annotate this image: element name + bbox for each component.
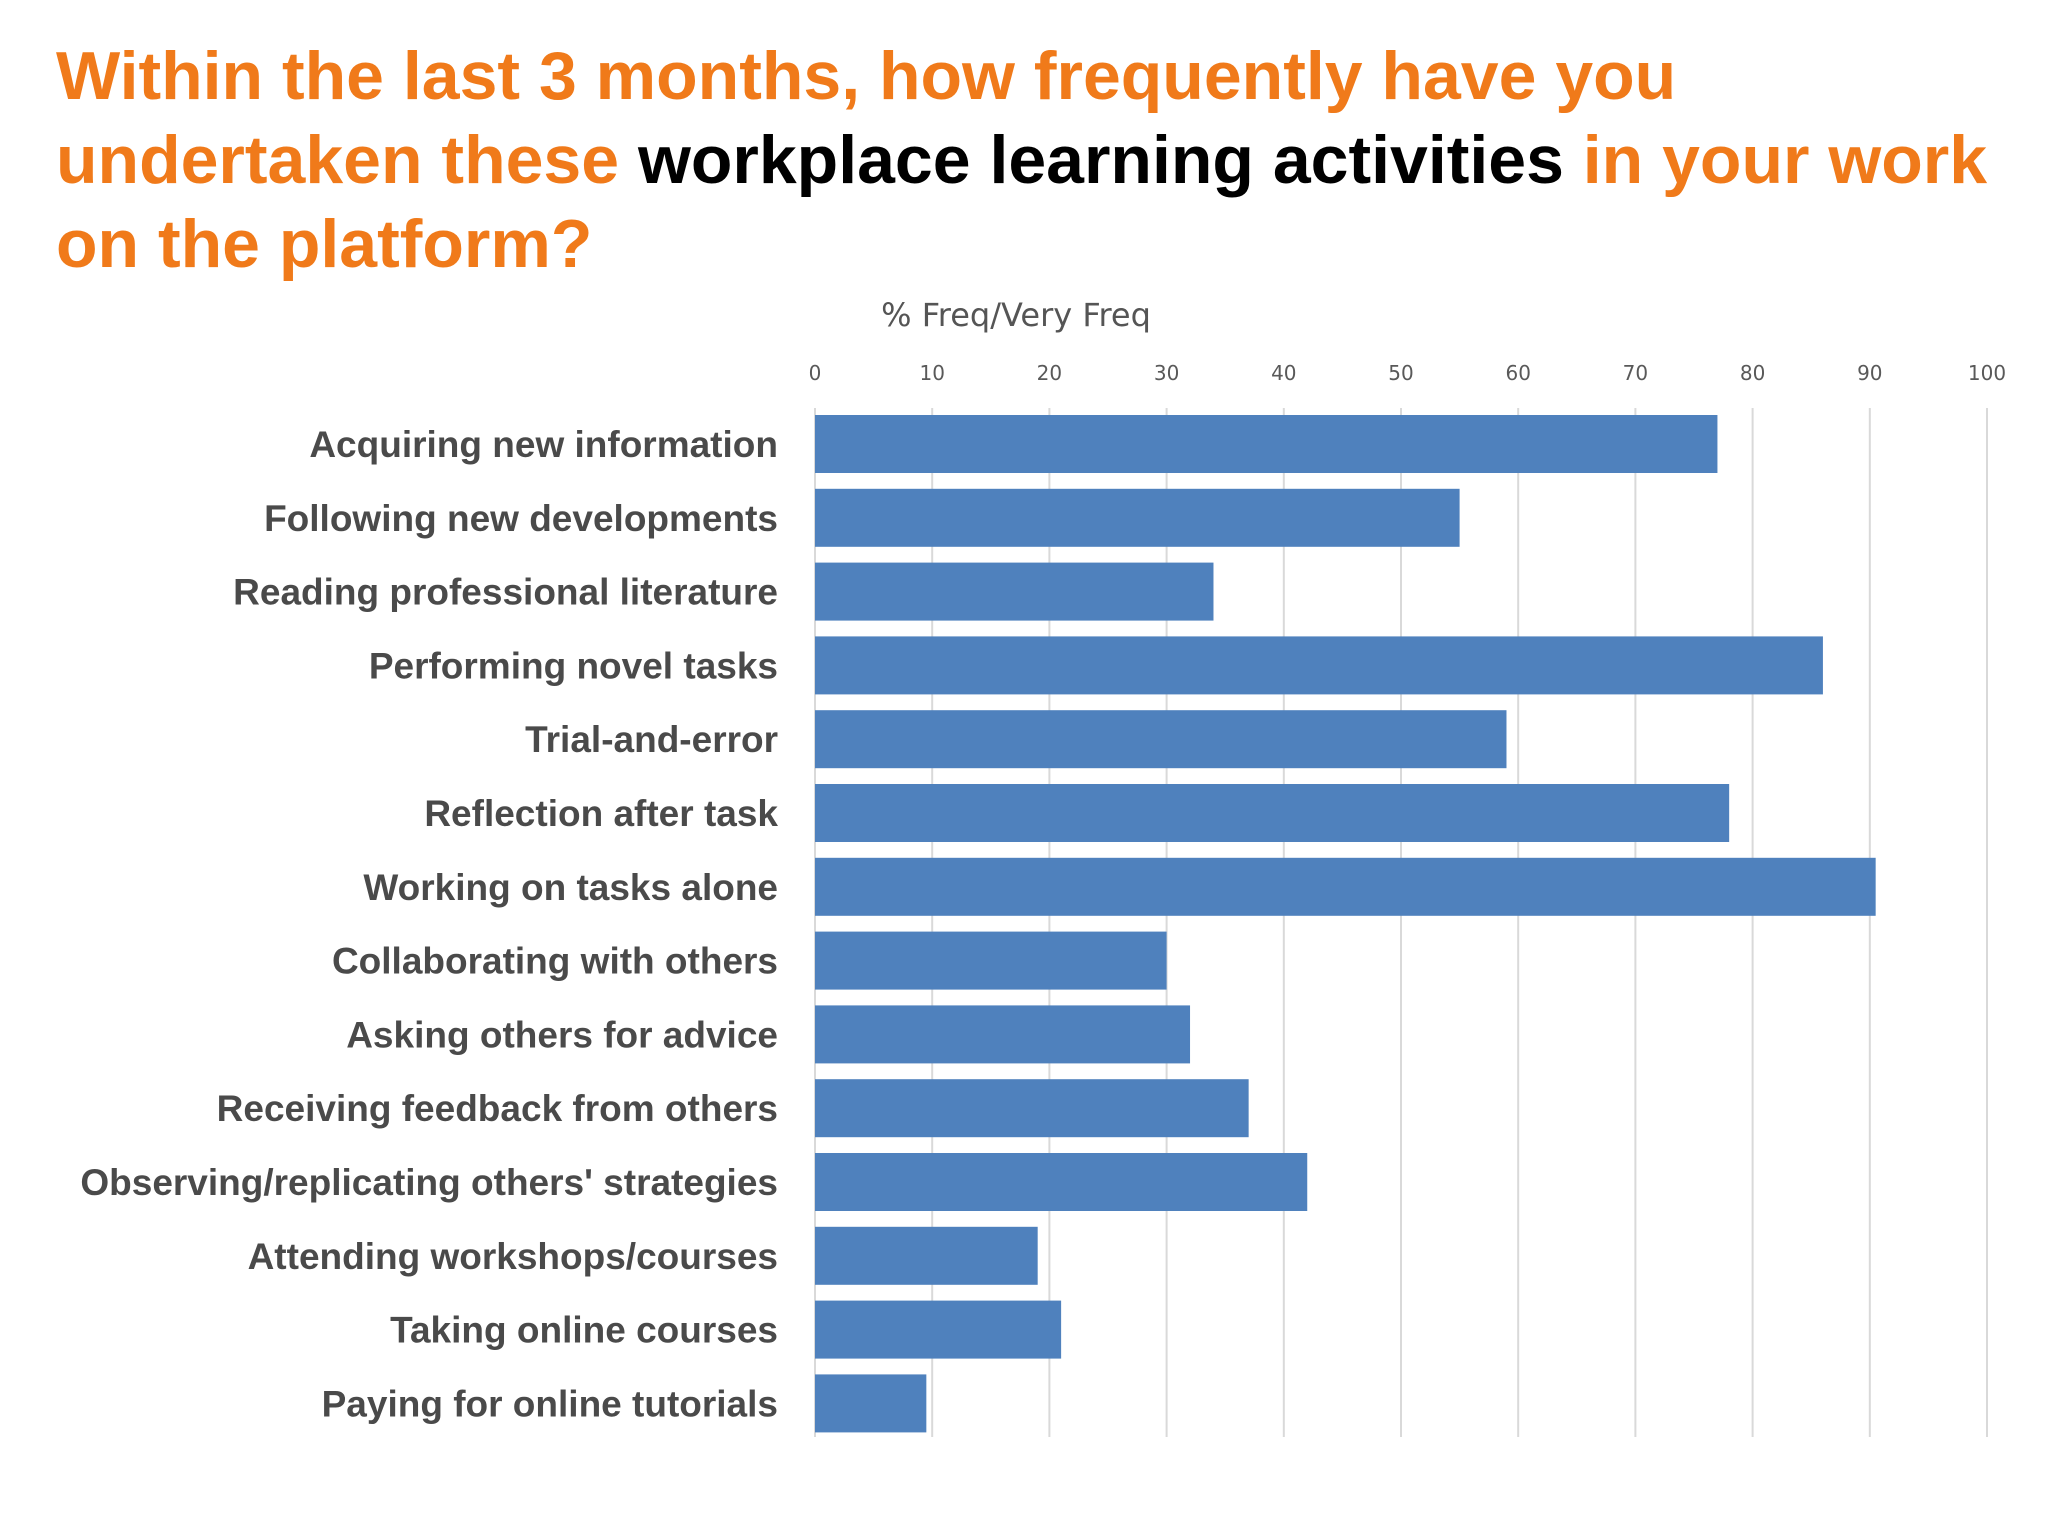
category-label: Reading professional literature xyxy=(233,572,778,613)
bar xyxy=(815,710,1507,769)
tick-label: 20 xyxy=(1037,361,1062,385)
bar xyxy=(815,1153,1308,1211)
tick-label: 10 xyxy=(919,361,944,385)
category-label: Reflection after task xyxy=(424,793,778,834)
category-label: Collaborating with others xyxy=(332,941,778,982)
tick-label: 100 xyxy=(1968,361,2006,385)
category-label: Performing novel tasks xyxy=(369,645,778,686)
category-label: Acquiring new information xyxy=(309,424,778,465)
category-label: Working on tasks alone xyxy=(363,867,778,908)
tick-label: 40 xyxy=(1271,361,1296,385)
bar xyxy=(815,1300,1062,1359)
tick-label: 50 xyxy=(1388,361,1413,385)
bar xyxy=(815,636,1823,695)
tick-label: 90 xyxy=(1857,361,1882,385)
bar xyxy=(815,1374,927,1433)
page-title: Within the last 3 months, how frequently… xyxy=(56,34,2016,286)
bar xyxy=(815,931,1167,990)
category-labels: Acquiring new information Following new d… xyxy=(80,424,778,1424)
category-label: Asking others for advice xyxy=(346,1014,778,1055)
bar xyxy=(815,415,1718,473)
category-label: Observing/replicating others' strategies xyxy=(80,1162,778,1203)
tick-label: 60 xyxy=(1505,361,1530,385)
tick-label: 0 xyxy=(809,361,822,385)
title-highlight: workplace learning activities xyxy=(637,122,1564,198)
category-label: Taking online courses xyxy=(390,1310,778,1351)
bar xyxy=(815,1005,1191,1064)
bars xyxy=(815,415,1876,1433)
category-label: Attending workshops/courses xyxy=(248,1236,778,1277)
bar xyxy=(815,1226,1038,1285)
title-part-1: Within the last 3 months, how frequently… xyxy=(56,38,1677,198)
tick-label: 80 xyxy=(1740,361,1765,385)
bar xyxy=(815,488,1460,547)
tick-labels: 0 10 20 30 40 50 60 70 80 90 100 xyxy=(809,361,2006,385)
bar xyxy=(815,857,1876,916)
title-part-2: in your work on the platform? xyxy=(56,122,1988,282)
axis-title: % Freq/Very Freq xyxy=(881,296,1151,334)
category-label: Paying for online tutorials xyxy=(322,1383,778,1424)
bar xyxy=(815,1079,1249,1138)
tick-label: 30 xyxy=(1154,361,1179,385)
category-label: Following new developments xyxy=(264,498,778,539)
bar xyxy=(815,784,1730,842)
category-label: Trial-and-error xyxy=(525,719,778,760)
tick-label: 70 xyxy=(1623,361,1648,385)
category-label: Receiving feedback from others xyxy=(217,1088,778,1129)
bar xyxy=(815,562,1214,621)
